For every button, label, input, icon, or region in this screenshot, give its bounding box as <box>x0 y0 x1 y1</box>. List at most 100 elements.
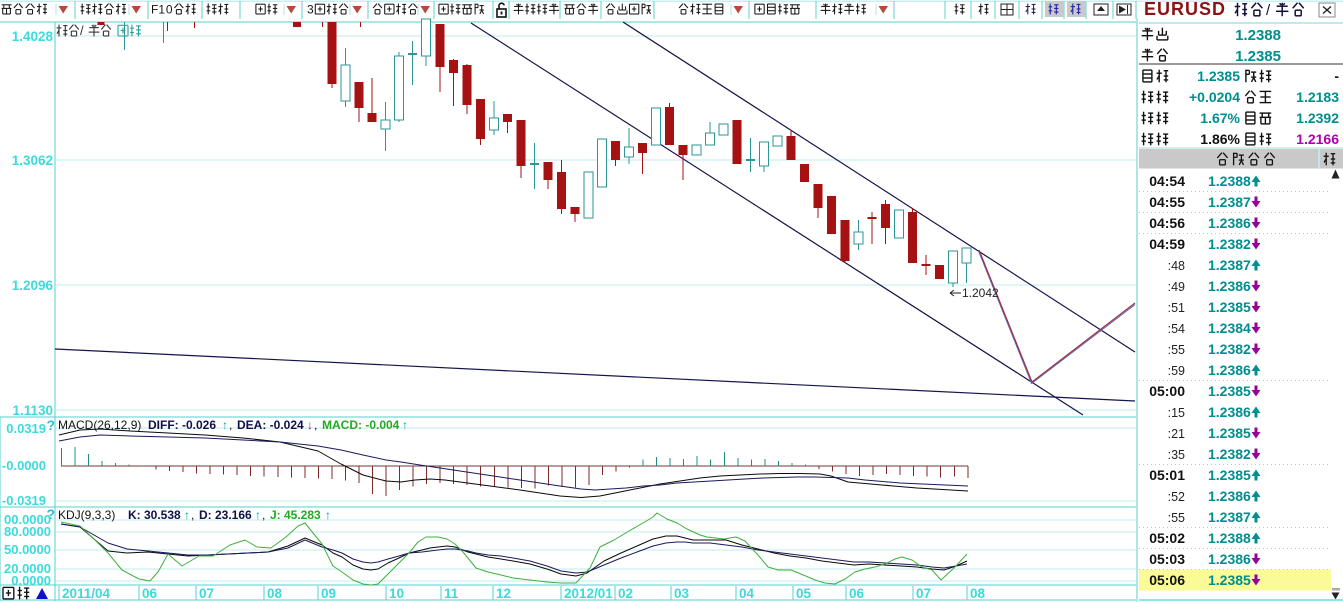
svg-text:05:03: 05:03 <box>1149 551 1185 567</box>
svg-text:↓: ↓ <box>307 418 313 432</box>
svg-text:1.2387: 1.2387 <box>1208 509 1251 525</box>
svg-text:12: 12 <box>496 586 511 601</box>
svg-text::48: :48 <box>1168 259 1185 273</box>
svg-text:06: 06 <box>142 586 158 601</box>
svg-text:1.2096: 1.2096 <box>12 278 54 293</box>
svg-text:1.2042: 1.2042 <box>962 286 999 300</box>
svg-text:1.2384: 1.2384 <box>1208 320 1251 336</box>
svg-text:↑: ↑ <box>255 508 261 522</box>
svg-text:04:54: 04:54 <box>1149 173 1185 189</box>
svg-text::49: :49 <box>1168 280 1185 294</box>
svg-text:08: 08 <box>267 586 283 601</box>
svg-text:1.2387: 1.2387 <box>1208 194 1251 210</box>
svg-text:J: 45.283: J: 45.283 <box>270 508 321 522</box>
svg-text::35: :35 <box>1168 448 1185 462</box>
svg-text:08: 08 <box>970 586 986 601</box>
svg-text:1.1130: 1.1130 <box>12 403 53 418</box>
svg-text:,: , <box>314 418 317 432</box>
svg-text:-0.0000: -0.0000 <box>2 458 46 473</box>
svg-text:1.3062: 1.3062 <box>12 153 53 168</box>
svg-text:06: 06 <box>849 586 865 601</box>
svg-text:,: , <box>191 508 194 522</box>
svg-text:05:01: 05:01 <box>1149 467 1185 483</box>
svg-text:1.2382: 1.2382 <box>1208 236 1251 252</box>
svg-text:1.2166: 1.2166 <box>1296 131 1339 147</box>
svg-text:1: 1 <box>158 2 165 16</box>
svg-text:KDJ(9,3,3): KDJ(9,3,3) <box>58 508 115 522</box>
svg-text:1.2385: 1.2385 <box>1197 68 1240 84</box>
svg-text:1.2392: 1.2392 <box>1296 110 1339 126</box>
svg-text:↑: ↑ <box>222 418 228 432</box>
svg-text:1.2382: 1.2382 <box>1208 446 1251 462</box>
svg-text:02: 02 <box>618 586 633 601</box>
svg-text:1.86%: 1.86% <box>1200 131 1240 147</box>
svg-text:/: / <box>1266 2 1271 19</box>
svg-text::54: :54 <box>1168 322 1185 336</box>
svg-text:0: 0 <box>166 2 173 16</box>
svg-text:1.2387: 1.2387 <box>1208 257 1251 273</box>
svg-text::55: :55 <box>1168 511 1185 525</box>
svg-text::51: :51 <box>1168 301 1185 315</box>
svg-text:00.0000: 00.0000 <box>4 512 51 527</box>
svg-text:-0.0319: -0.0319 <box>2 493 46 508</box>
svg-text:1.2386: 1.2386 <box>1208 488 1251 504</box>
svg-text:1.2385: 1.2385 <box>1208 383 1251 399</box>
svg-text:05:00: 05:00 <box>1149 383 1185 399</box>
svg-text:1.67%: 1.67% <box>1200 110 1240 126</box>
svg-text:07: 07 <box>199 586 214 601</box>
svg-text:?: ? <box>46 506 55 522</box>
svg-text:1.2385: 1.2385 <box>1208 299 1251 315</box>
svg-text::21: :21 <box>1168 427 1185 441</box>
svg-text:+0.0204: +0.0204 <box>1189 89 1240 105</box>
svg-text:0.0319: 0.0319 <box>6 421 46 436</box>
svg-text:,: , <box>229 418 232 432</box>
svg-text:50.0000: 50.0000 <box>4 542 51 557</box>
svg-text::15: :15 <box>1168 406 1185 420</box>
svg-text:03: 03 <box>674 586 690 601</box>
svg-text::59: :59 <box>1168 364 1185 378</box>
svg-text:11: 11 <box>444 586 459 601</box>
svg-text:?: ? <box>46 417 55 433</box>
svg-text:1.2385: 1.2385 <box>1235 48 1281 65</box>
svg-text:80.0000: 80.0000 <box>4 524 51 539</box>
svg-text:MACD(26,12,9): MACD(26,12,9) <box>58 418 141 432</box>
svg-text:20.0000: 20.0000 <box>4 561 51 576</box>
svg-text:09: 09 <box>321 586 336 601</box>
svg-text:1.2183: 1.2183 <box>1296 89 1339 105</box>
svg-text:04: 04 <box>739 586 755 601</box>
svg-text:-: - <box>1334 68 1339 84</box>
svg-text:07: 07 <box>916 586 931 601</box>
svg-text:↑: ↑ <box>402 418 408 432</box>
svg-text::52: :52 <box>1168 490 1185 504</box>
svg-text:3: 3 <box>307 2 314 16</box>
svg-text:,: , <box>262 508 265 522</box>
svg-text:1.2388: 1.2388 <box>1235 27 1281 44</box>
svg-text:05: 05 <box>796 586 812 601</box>
svg-text:1.2386: 1.2386 <box>1208 278 1251 294</box>
svg-text:10: 10 <box>389 586 404 601</box>
svg-text:04:56: 04:56 <box>1149 215 1185 231</box>
svg-text:1.2385: 1.2385 <box>1208 572 1251 588</box>
svg-text:2011/04: 2011/04 <box>62 586 111 601</box>
svg-text:DIFF: -0.026: DIFF: -0.026 <box>148 418 216 432</box>
svg-text:1.2385: 1.2385 <box>1208 425 1251 441</box>
svg-text:1.2386: 1.2386 <box>1208 215 1251 231</box>
svg-text:EURUSD: EURUSD <box>1144 0 1226 19</box>
svg-text:2012/01: 2012/01 <box>564 586 613 601</box>
svg-text:DEA: -0.024: DEA: -0.024 <box>237 418 304 432</box>
svg-text:K: 30.538: K: 30.538 <box>128 508 181 522</box>
svg-text:↑: ↑ <box>325 508 331 522</box>
svg-text::55: :55 <box>1168 343 1185 357</box>
svg-text:↑: ↑ <box>184 508 190 522</box>
svg-text:1.2385: 1.2385 <box>1208 467 1251 483</box>
svg-text:1.2386: 1.2386 <box>1208 404 1251 420</box>
svg-text:05:06: 05:06 <box>1149 572 1185 588</box>
svg-text:F: F <box>151 2 158 16</box>
svg-text:1.2388: 1.2388 <box>1208 173 1251 189</box>
svg-text:1.2386: 1.2386 <box>1208 362 1251 378</box>
svg-text:/: / <box>80 23 84 38</box>
svg-text:05:02: 05:02 <box>1149 530 1185 546</box>
svg-text:D: 23.166: D: 23.166 <box>199 508 252 522</box>
svg-text:04:55: 04:55 <box>1149 194 1185 210</box>
svg-text:1.2388: 1.2388 <box>1208 530 1251 546</box>
